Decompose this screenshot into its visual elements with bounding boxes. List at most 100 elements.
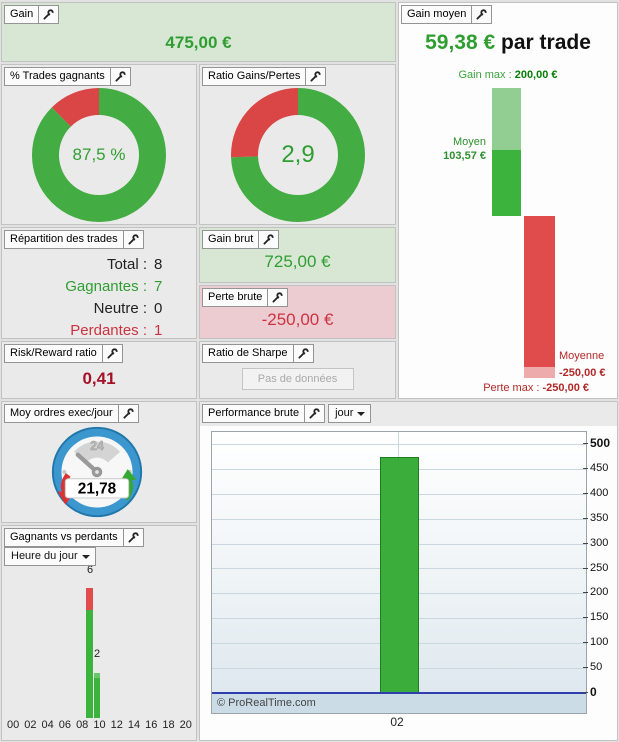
gain-brut-value: 725,00 € [264,252,331,271]
perte-max-label: Perte max : [483,382,540,394]
gain-panel: Gain 475,00 € [1,2,396,62]
moy-ordres-settings-button[interactable] [118,404,139,423]
ratio-gp-panel: Ratio Gains/Pertes 2,9 [199,64,396,225]
repartition-rows: Total : 8 Gagnantes : 7 Neutre : 0 Perdante… [2,254,196,342]
risk-reward-settings-button[interactable] [102,344,123,363]
gauge-24-label: 24 [90,439,104,453]
row-label: Perdantes : [70,322,147,339]
wrench-icon [123,408,134,419]
ratio-gp-settings-button[interactable] [306,67,327,86]
perte-brute-value: -250,00 € [261,310,334,329]
gain-brut-settings-button[interactable] [259,230,280,249]
hour-filter-dropdown[interactable]: Heure du jour [4,547,96,566]
gain-moyen-value: 59,38 € [425,31,496,54]
gvp-settings-button[interactable] [123,528,144,547]
repartition-row-neutre: Neutre : 0 [2,298,196,320]
waterfall-perte-bar [524,216,555,367]
ratio-gp-panel-title: Ratio Gains/Pertes [202,67,307,86]
gain-moyen-suffix: par trade [495,31,591,54]
sharpe-settings-button[interactable] [293,344,314,363]
gain-value: 475,00 € [165,33,232,52]
pct-trades-panel-title: % Trades gagnants [4,67,111,86]
gvp-bar-hour09-losses [86,588,93,610]
gvp-x-axis: 00 02 04 06 08 10 12 14 16 18 20 [7,719,192,731]
y-tick: 400 [583,486,619,500]
x-label: 14 [127,719,141,731]
row-label: Gagnantes : [65,278,147,295]
wrench-icon [297,348,309,359]
win-pct-donut-chart: 87,5 % [29,85,169,225]
perte-max-line: Perte max : -250,00 € [483,381,589,395]
moy-ordres-value: 21,78 [78,481,117,498]
gain-panel-title: Gain [4,5,40,24]
x-label: 12 [110,719,123,731]
gvp-bar-hour10-tip [94,673,100,678]
y-tick: 500 [583,436,619,450]
pct-trades-panel: % Trades gagnants 87,5 % [1,64,197,225]
no-data-button[interactable]: Pas de données [241,368,354,390]
gain-settings-button[interactable] [39,5,60,24]
x-label: 20 [179,719,192,731]
x-label: 02 [24,719,37,731]
y-tick: 350 [583,511,619,525]
gauge-icon: 24 21,78 [51,426,143,518]
gain-moyen-panel: Gain moyen 59,38 € par trade Gain max : … [398,2,618,399]
gain-moyen-settings-button[interactable] [472,5,493,24]
moy-ordres-panel: Moy ordres exec/jour 24 [1,401,197,523]
row-value: 1 [154,322,163,339]
row-value: 7 [154,278,163,295]
moyen-value: 103,57 € [443,150,486,162]
risk-reward-value: 0,41 [82,369,116,388]
risk-reward-panel: Risk/Reward ratio 0,41 [1,341,197,399]
gain-max-value: 200,00 € [514,69,558,81]
wrench-icon [115,71,126,82]
y-tick: 250 [583,561,619,575]
win-pct-value: 87,5 % [72,145,126,164]
moyen-label: Moyen [452,136,486,148]
gain-moyen-value-line: 59,38 € par trade [399,31,617,55]
moyenne-label: Moyenne [559,350,605,362]
gvp-bar-hour09-wins [86,610,93,718]
bar-value-label: 6 [86,564,94,576]
gauge-widget: 24 21,78 [49,424,145,520]
gain-brut-panel-title: Gain brut [202,230,260,249]
wrench-icon [263,234,274,245]
x-label: 06 [58,719,72,731]
performance-chart-plot: © ProRealTime.com [211,431,587,714]
repartition-row-perdantes: Perdantes : 1 [2,320,196,342]
wrench-icon [43,9,54,20]
repartition-settings-button[interactable] [123,230,144,249]
waterfall-gain-max-bar [492,88,521,150]
waterfall-gain-moyen-bar [492,150,521,216]
x-label: 16 [145,719,158,731]
row-value: 0 [154,300,163,317]
moyenne-label-block: Moyenne -250,00 € [559,349,605,380]
wrench-icon [107,348,118,359]
performance-settings-button[interactable] [305,404,326,423]
perte-max-value: -250,00 € [542,382,589,394]
x-label: 04 [41,719,54,731]
repartition-row-total: Total : 8 [2,254,196,276]
ratio-gp-value: 2,9 [281,141,315,168]
x-label: 18 [162,719,175,731]
repartition-row-gagnantes: Gagnantes : 7 [2,276,196,298]
sharpe-panel-title: Ratio de Sharpe [202,344,294,363]
donut-svg [32,88,166,222]
wrench-icon [310,71,321,82]
sharpe-panel: Ratio de Sharpe Pas de données [199,341,396,399]
gain-brut-panel: Gain brut 725,00 € [199,227,396,283]
performance-panel: Performance brute jour © ProRealTime.com… [199,401,618,741]
bar-value-label: 2 [93,648,101,660]
y-tick: 450 [583,461,619,475]
row-label: Total : [106,256,147,273]
perte-brute-panel: Perte brute -250,00 € [199,285,396,339]
performance-panel-title: Performance brute [202,404,306,423]
x-label: 08 [76,719,89,731]
perte-brute-settings-button[interactable] [268,288,289,307]
period-dropdown[interactable]: jour [328,404,372,423]
row-value: 8 [154,256,163,273]
x-tick-label: 02 [390,715,404,729]
wrench-icon [128,532,139,543]
pct-trades-settings-button[interactable] [110,67,131,86]
y-tick: 50 [583,660,619,674]
